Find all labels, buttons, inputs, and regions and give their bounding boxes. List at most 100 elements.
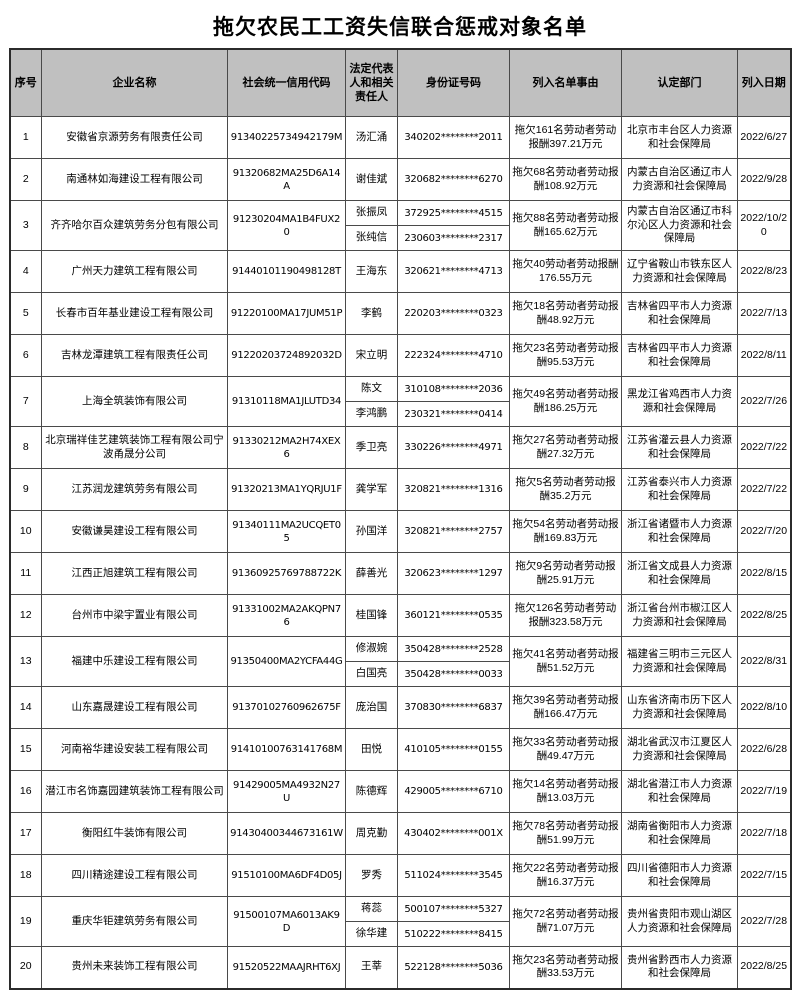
cell-id: 522128********5036: [397, 946, 510, 989]
cell-department: 浙江省文成县人力资源和社会保障局: [621, 552, 738, 595]
cell-id: 410105********0155: [397, 728, 510, 771]
table-row: 10 安徽谦昊建设工程有限公司 91340111MA2UCQET05 孙国洋 32082…: [9, 510, 791, 553]
cell-credit-code: 91320682MA25D6A14A: [227, 158, 346, 201]
cell-person: 薛善光: [345, 552, 398, 595]
cell-department: 贵州省黔西市人力资源和社会保障局: [621, 946, 738, 989]
cell-credit-code: 91230204MA1B4FUX20: [227, 200, 346, 251]
cell-id: 430402********001X: [397, 812, 510, 855]
header-row: 序号 企业名称 社会统一信用代码 法定代表人和相关责任人 身份证号码 列入名单事…: [9, 48, 791, 117]
table-row: 18 四川精途建设工程有限公司 91510100MA6DF4D05J 罗秀 511024…: [9, 854, 791, 897]
cell-department: 内蒙古自治区通辽市科尔沁区人力资源和社会保障局: [621, 200, 738, 251]
cell-company: 北京瑞祥佳艺建筑装饰工程有限公司宁波甬晟分公司: [41, 426, 228, 469]
table-row: 17 衡阳红牛装饰有限公司 91430400344673161W 周克勤 430402*…: [9, 812, 791, 855]
cell-person: 陈文: [345, 376, 398, 402]
cell-id: 230321********0414: [397, 401, 510, 427]
table-row: 14 山东嘉晟建设工程有限公司 91370102760962675F 庞治国 37083…: [9, 686, 791, 729]
cell-credit-code: 91331002MA2AKQPN76: [227, 594, 346, 637]
cell-reason: 拖欠5名劳动者劳动报酬35.2万元: [509, 468, 622, 511]
cell-no: 3: [9, 200, 42, 251]
cell-reason: 拖欠22名劳动者劳动报酬16.37万元: [509, 854, 622, 897]
table-row: 16 潜江市名饰嘉园建筑装饰工程有限公司 91429005MA4932N27U 陈德辉…: [9, 770, 791, 813]
cell-department: 吉林省四平市人力资源和社会保障局: [621, 292, 738, 335]
main-table: 序号 企业名称 社会统一信用代码 法定代表人和相关责任人 身份证号码 列入名单事…: [8, 48, 792, 990]
cell-date: 2022/7/13: [737, 292, 791, 335]
cell-person: 季卫亮: [345, 426, 398, 469]
cell-date: 2022/7/19: [737, 770, 791, 813]
cell-person: 修淑婉: [345, 636, 398, 662]
cell-no: 20: [9, 946, 42, 989]
cell-reason: 拖欠23名劳动者劳动报酬95.53万元: [509, 334, 622, 377]
cell-no: 12: [9, 594, 42, 637]
cell-company: 吉林龙潭建筑工程有限责任公司: [41, 334, 228, 377]
cell-person: 田悦: [345, 728, 398, 771]
table-row: 5 长春市百年基业建设工程有限公司 91220100MA17JUM51P 李鹤 2202…: [9, 292, 791, 335]
cell-reason: 拖欠68名劳动者劳动报酬108.92万元: [509, 158, 622, 201]
cell-id: 350428********2528: [397, 636, 510, 662]
cell-person: 谢佳斌: [345, 158, 398, 201]
cell-company: 重庆华钜建筑劳务有限公司: [41, 896, 228, 947]
cell-person: 宋立明: [345, 334, 398, 377]
cell-id: 310108********2036: [397, 376, 510, 402]
cell-id: 320682********6270: [397, 158, 510, 201]
cell-id: 320621********4713: [397, 250, 510, 293]
cell-no: 17: [9, 812, 42, 855]
cell-date: 2022/8/25: [737, 594, 791, 637]
column-header-department: 认定部门: [621, 48, 738, 117]
cell-credit-code: 91330212MA2H74XEX6: [227, 426, 346, 469]
cell-credit-code: 91220100MA17JUM51P: [227, 292, 346, 335]
cell-id: 360121********0535: [397, 594, 510, 637]
cell-id: 320623********1297: [397, 552, 510, 595]
cell-reason: 拖欠23名劳动者劳动报酬33.53万元: [509, 946, 622, 989]
cell-date: 2022/7/22: [737, 426, 791, 469]
cell-person: 白国亮: [345, 661, 398, 687]
cell-company: 四川精途建设工程有限公司: [41, 854, 228, 897]
cell-reason: 拖欠27名劳动者劳动报酬27.32万元: [509, 426, 622, 469]
cell-credit-code: 91440101190498128T: [227, 250, 346, 293]
cell-credit-code: 91310118MA1JLUTD34: [227, 376, 346, 427]
cell-company: 安徽省京源劳务有限责任公司: [41, 116, 228, 159]
cell-date: 2022/6/28: [737, 728, 791, 771]
table-row: 2 南通林如海建设工程有限公司 91320682MA25D6A14A 谢佳斌 32068…: [9, 158, 791, 201]
cell-credit-code: 91520522MAAJRHT6XJ: [227, 946, 346, 989]
cell-company: 河南裕华建设安装工程有限公司: [41, 728, 228, 771]
table-subrow: 张纯信 230603********2317: [10, 225, 791, 251]
cell-company: 齐齐哈尔百众建筑劳务分包有限公司: [41, 200, 228, 251]
cell-date: 2022/8/25: [737, 946, 791, 989]
cell-no: 11: [9, 552, 42, 595]
table-row: 7 上海全筑装饰有限公司 91310118MA1JLUTD34 陈文 310108***…: [9, 376, 791, 427]
cell-no: 14: [9, 686, 42, 729]
cell-person: 王海东: [345, 250, 398, 293]
cell-id: 230603********2317: [397, 225, 510, 251]
cell-credit-code: 91350400MA2YCFA44G: [227, 636, 346, 687]
table-row: 11 江西正旭建筑工程有限公司 91360925769788722K 薛善光 32062…: [9, 552, 791, 595]
cell-id: 340202********2011: [397, 116, 510, 159]
cell-company: 衡阳红牛装饰有限公司: [41, 812, 228, 855]
cell-credit-code: 91320213MA1YQRJU1F: [227, 468, 346, 511]
cell-reason: 拖欠18名劳动者劳动报酬48.92万元: [509, 292, 622, 335]
cell-person: 周克勤: [345, 812, 398, 855]
cell-no: 13: [9, 636, 42, 687]
cell-reason: 拖欠72名劳动者劳动报酬71.07万元: [509, 896, 622, 947]
cell-person: 张振凤: [345, 200, 398, 226]
cell-id: 372925********4515: [397, 200, 510, 226]
cell-department: 四川省德阳市人力资源和社会保障局: [621, 854, 738, 897]
cell-reason: 拖欠78名劳动者劳动报酬51.99万元: [509, 812, 622, 855]
cell-company: 潜江市名饰嘉园建筑装饰工程有限公司: [41, 770, 228, 813]
table-row: 20 贵州未来装饰工程有限公司 91520522MAAJRHT6XJ 王莘 522128…: [9, 946, 791, 989]
cell-reason: 拖欠161名劳动者劳动报酬397.21万元: [509, 116, 622, 159]
cell-date: 2022/7/26: [737, 376, 791, 427]
cell-reason: 拖欠14名劳动者劳动报酬13.03万元: [509, 770, 622, 813]
cell-company: 江西正旭建筑工程有限公司: [41, 552, 228, 595]
column-header-no: 序号: [9, 48, 42, 117]
cell-no: 18: [9, 854, 42, 897]
cell-date: 2022/7/20: [737, 510, 791, 553]
cell-reason: 拖欠33名劳动者劳动报酬49.47万元: [509, 728, 622, 771]
cell-date: 2022/6/27: [737, 116, 791, 159]
cell-credit-code: 91340111MA2UCQET05: [227, 510, 346, 553]
cell-id: 370830********6837: [397, 686, 510, 729]
column-header-legal-rep: 法定代表人和相关责任人: [345, 48, 398, 117]
cell-company: 贵州未来装饰工程有限公司: [41, 946, 228, 989]
page-title: 拖欠农民工工资失信联合惩戒对象名单: [213, 16, 587, 39]
cell-reason: 拖欠88名劳动者劳动报酬165.62万元: [509, 200, 622, 251]
column-header-id-number: 身份证号码: [397, 48, 510, 117]
